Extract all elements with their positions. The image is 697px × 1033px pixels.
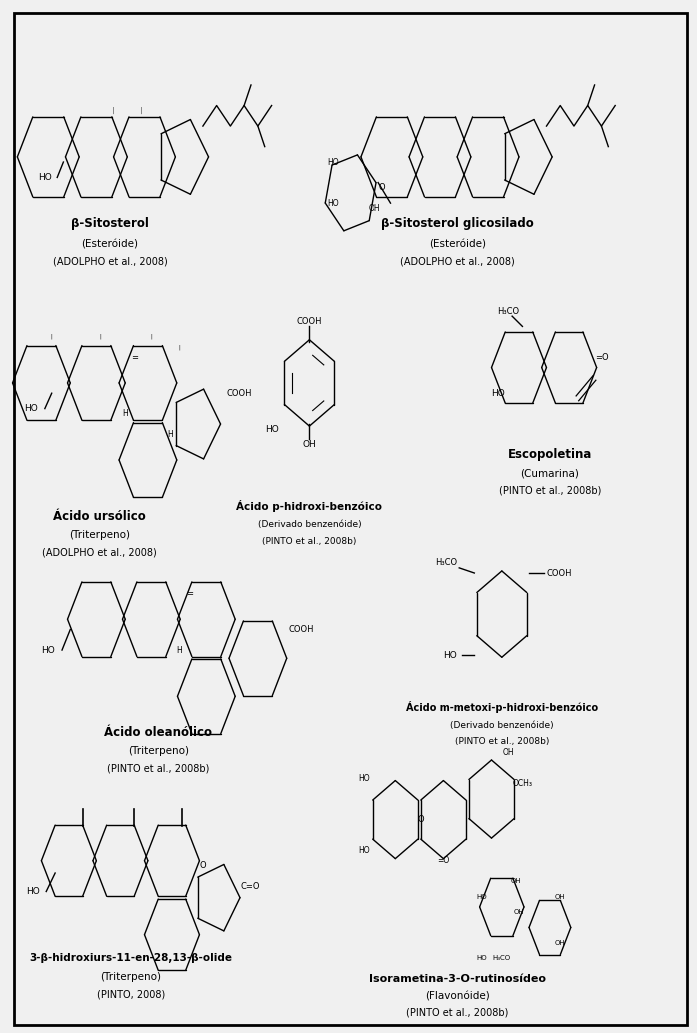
Text: OH: OH	[510, 878, 521, 884]
Text: HO: HO	[358, 846, 370, 855]
Text: (Triterpeno): (Triterpeno)	[100, 972, 161, 981]
Text: 3-β-hidroxiurs-11-en-28,13-β-olide: 3-β-hidroxiurs-11-en-28,13-β-olide	[29, 953, 232, 964]
Text: COOH: COOH	[227, 388, 252, 398]
Text: Isorametina-3-O-rutinosídeo: Isorametina-3-O-rutinosídeo	[369, 974, 546, 983]
Text: OH: OH	[555, 940, 565, 946]
Text: H₃CO: H₃CO	[498, 307, 520, 315]
Text: O: O	[418, 815, 424, 824]
Text: HO: HO	[38, 173, 52, 182]
Text: Ácido ursólico: Ácido ursólico	[54, 510, 146, 523]
Text: =: =	[130, 352, 138, 362]
Text: (PINTO et al., 2008b): (PINTO et al., 2008b)	[107, 763, 209, 774]
Text: OH: OH	[503, 748, 514, 757]
Text: OH: OH	[369, 204, 381, 213]
Text: O: O	[378, 183, 385, 192]
Text: (Derivado benzenóide): (Derivado benzenóide)	[450, 721, 553, 729]
Text: Ácido p-hidroxi-benzóico: Ácido p-hidroxi-benzóico	[236, 500, 383, 512]
Text: =O: =O	[437, 856, 450, 866]
Text: │: │	[139, 107, 143, 115]
Text: Escopoletina: Escopoletina	[507, 448, 592, 462]
Text: HO: HO	[26, 887, 40, 896]
Text: β-Sitosterol glicosilado: β-Sitosterol glicosilado	[381, 217, 533, 230]
Text: HO: HO	[328, 157, 339, 166]
Text: HO: HO	[24, 404, 38, 413]
Text: OCH₃: OCH₃	[512, 779, 533, 788]
Text: HO: HO	[476, 956, 487, 962]
Text: =O: =O	[595, 352, 608, 362]
Text: (PINTO et al., 2008b): (PINTO et al., 2008b)	[454, 737, 549, 746]
Text: |: |	[178, 344, 180, 350]
Text: HO: HO	[41, 646, 55, 655]
Text: HO: HO	[328, 198, 339, 208]
Text: |: |	[99, 334, 100, 340]
Text: COOH: COOH	[289, 625, 314, 634]
Text: OH: OH	[555, 894, 565, 900]
Text: (ADOLPHO et al., 2008): (ADOLPHO et al., 2008)	[53, 256, 167, 267]
Text: C=O: C=O	[240, 882, 260, 890]
Text: Ácido m-metoxi-p-hidroxi-benzóico: Ácido m-metoxi-p-hidroxi-benzóico	[406, 700, 598, 713]
Text: H: H	[168, 430, 174, 439]
Text: (PINTO et al., 2008b): (PINTO et al., 2008b)	[262, 537, 357, 545]
Text: COOH: COOH	[297, 317, 322, 325]
Text: OH: OH	[302, 440, 316, 449]
Text: (PINTO, 2008): (PINTO, 2008)	[97, 990, 165, 999]
Text: (Triterpeno): (Triterpeno)	[69, 530, 130, 540]
Text: OH: OH	[514, 909, 524, 915]
Text: |: |	[151, 334, 152, 340]
Text: │: │	[112, 107, 115, 115]
Text: (ADOLPHO et al., 2008): (ADOLPHO et al., 2008)	[400, 256, 514, 267]
Text: (Derivado benzenóide): (Derivado benzenóide)	[258, 521, 361, 529]
Text: H₃CO: H₃CO	[493, 956, 511, 962]
Text: HO: HO	[476, 894, 487, 900]
Text: =: =	[185, 589, 192, 598]
Text: (Flavonóide): (Flavonóide)	[424, 992, 489, 1001]
Text: |: |	[51, 334, 52, 340]
Text: H₃CO: H₃CO	[435, 558, 457, 567]
Text: (Cumarina): (Cumarina)	[521, 468, 579, 478]
Text: (Esteróide): (Esteróide)	[429, 240, 486, 249]
Text: (ADOLPHO et al., 2008): (ADOLPHO et al., 2008)	[43, 547, 158, 558]
Text: O: O	[199, 862, 206, 871]
Text: β-Sitosterol: β-Sitosterol	[71, 217, 149, 230]
Text: (PINTO et al., 2008b): (PINTO et al., 2008b)	[406, 1008, 508, 1018]
Text: COOH: COOH	[546, 568, 572, 577]
Text: H: H	[123, 409, 128, 418]
Text: HO: HO	[265, 425, 279, 434]
Text: Ácido oleanólico: Ácido oleanólico	[105, 726, 212, 739]
Text: (Esteróide): (Esteróide)	[82, 240, 139, 249]
Text: HO: HO	[491, 388, 505, 398]
Text: HO: HO	[358, 774, 370, 783]
Text: (PINTO et al., 2008b): (PINTO et al., 2008b)	[499, 486, 601, 496]
Text: H: H	[176, 646, 182, 655]
Text: (Triterpeno): (Triterpeno)	[128, 746, 189, 756]
Text: HO: HO	[443, 651, 457, 660]
